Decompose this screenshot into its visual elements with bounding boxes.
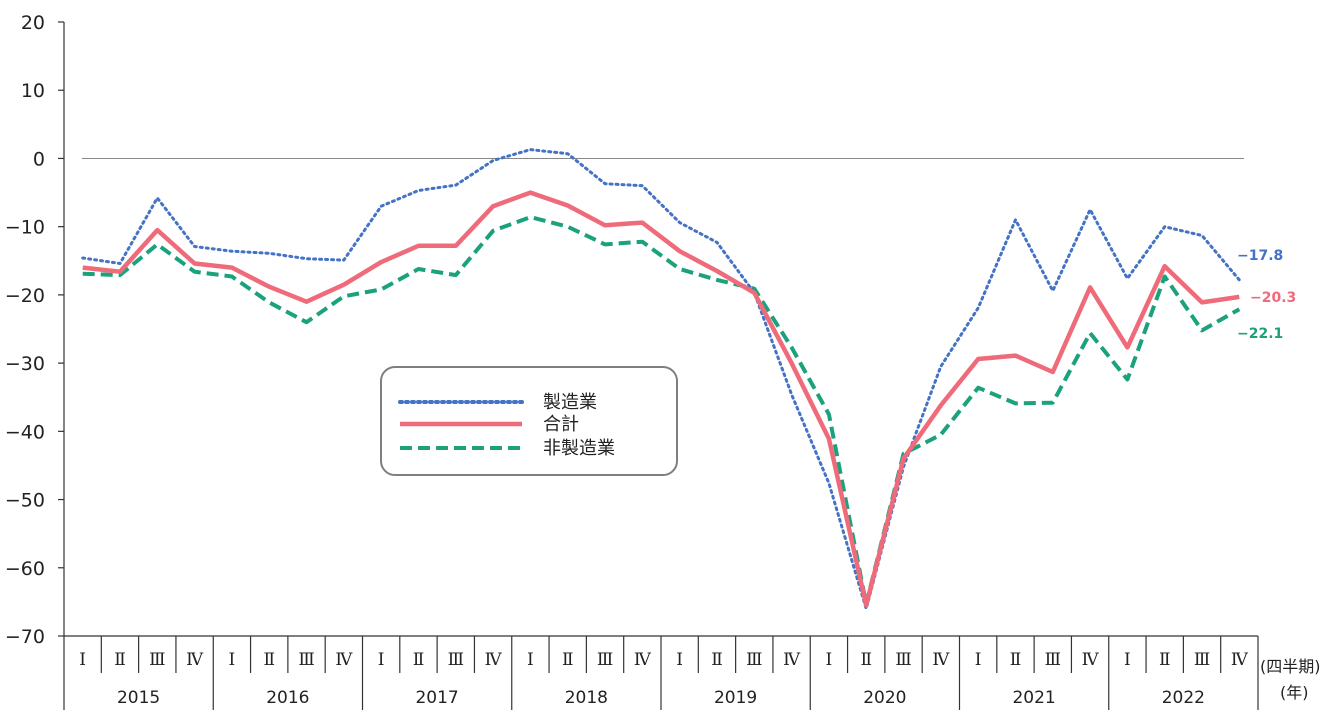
quarter-label: Ⅰ bbox=[229, 650, 236, 670]
y-tick-label: −60 bbox=[5, 558, 45, 580]
y-tick-label: −20 bbox=[5, 285, 45, 307]
quarter-label: Ⅱ bbox=[711, 650, 723, 670]
quarter-label: Ⅳ bbox=[485, 650, 503, 670]
legend-label-total: 合計 bbox=[543, 414, 579, 435]
end-label-nonmanufacturing: −22.1 bbox=[1237, 326, 1283, 342]
quarter-label: Ⅱ bbox=[1010, 650, 1022, 670]
quarter-label: Ⅰ bbox=[676, 650, 683, 670]
y-tick-label: −70 bbox=[5, 626, 45, 648]
quarter-label: Ⅰ bbox=[527, 650, 534, 670]
axes: 20 10 0 −10 −20 −30 −40 −50 −60 −70 Ⅰ Ⅱ Ⅲ Ⅳ Ⅰ Ⅱ Ⅲ Ⅳ Ⅰ Ⅱ Ⅲ Ⅳ Ⅰ Ⅱ… bbox=[5, 12, 1258, 710]
y-tick-label: 0 bbox=[33, 148, 45, 170]
quarter-label: Ⅳ bbox=[634, 650, 652, 670]
quarter-label: Ⅲ bbox=[895, 650, 911, 670]
year-label: 2021 bbox=[1012, 688, 1055, 708]
quarter-label: Ⅰ bbox=[975, 650, 982, 670]
quarter-label: Ⅱ bbox=[263, 650, 275, 670]
y-tick-label: 20 bbox=[21, 12, 45, 34]
quarter-label: Ⅱ bbox=[562, 650, 574, 670]
quarter-label: Ⅲ bbox=[298, 650, 314, 670]
quarter-label: Ⅰ bbox=[79, 650, 86, 670]
end-label-total: −20.3 bbox=[1250, 290, 1296, 306]
quarter-label: Ⅳ bbox=[1082, 650, 1100, 670]
quarter-label: Ⅲ bbox=[746, 650, 762, 670]
y-tick-label: −10 bbox=[5, 217, 45, 239]
quarter-label: Ⅳ bbox=[1231, 650, 1249, 670]
quarter-label: Ⅱ bbox=[114, 650, 126, 670]
legend-label-manufacturing: 製造業 bbox=[543, 392, 597, 413]
year-unit-label: (年) bbox=[1280, 683, 1309, 702]
year-label: 2017 bbox=[415, 688, 458, 708]
quarter-label: Ⅳ bbox=[932, 650, 950, 670]
quarter-label: Ⅰ bbox=[1124, 650, 1131, 670]
quarter-label: Ⅱ bbox=[1159, 650, 1171, 670]
year-label: 2015 bbox=[117, 688, 160, 708]
quarter-label: Ⅱ bbox=[860, 650, 872, 670]
quarter-label: Ⅳ bbox=[783, 650, 801, 670]
quarter-label: Ⅲ bbox=[448, 650, 464, 670]
y-tick-label: −50 bbox=[5, 490, 45, 512]
year-label: 2018 bbox=[565, 688, 608, 708]
year-label: 2022 bbox=[1162, 688, 1205, 708]
legend-label-nonmanufacturing: 非製造業 bbox=[543, 438, 615, 459]
y-tick-label: 10 bbox=[21, 80, 45, 102]
quarter-label: Ⅳ bbox=[335, 650, 353, 670]
quarter-label: Ⅳ bbox=[186, 650, 204, 670]
year-label: 2016 bbox=[266, 688, 309, 708]
end-labels: −17.8 −20.3 −22.1 bbox=[1237, 248, 1296, 342]
quarter-label: Ⅲ bbox=[149, 650, 165, 670]
quarter-label: Ⅲ bbox=[597, 650, 613, 670]
legend-box bbox=[381, 367, 677, 475]
year-label: 2020 bbox=[863, 688, 906, 708]
quarter-label: Ⅰ bbox=[378, 650, 385, 670]
quarter-label: Ⅲ bbox=[1194, 650, 1210, 670]
y-tick-label: −30 bbox=[5, 353, 45, 375]
end-label-manufacturing: −17.8 bbox=[1237, 248, 1283, 264]
quarter-label: Ⅰ bbox=[826, 650, 833, 670]
y-tick-label: −40 bbox=[5, 421, 45, 443]
legend: 製造業 合計 非製造業 bbox=[381, 367, 677, 475]
year-label: 2019 bbox=[714, 688, 757, 708]
quarter-unit-label: (四半期) bbox=[1260, 657, 1321, 676]
quarter-label: Ⅱ bbox=[413, 650, 425, 670]
quarter-label: Ⅲ bbox=[1045, 650, 1061, 670]
